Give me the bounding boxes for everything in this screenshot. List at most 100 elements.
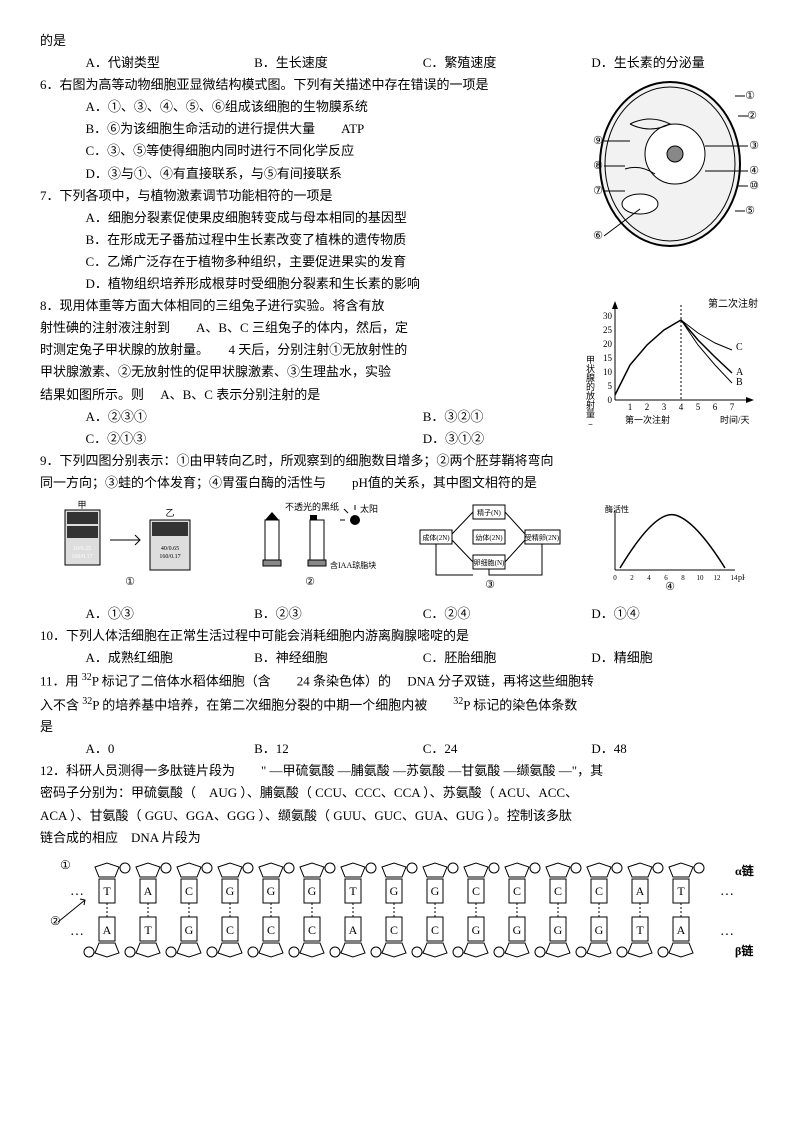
dna-top-base: C bbox=[513, 884, 521, 898]
q5-opt-b: B．生长速度 bbox=[254, 52, 423, 74]
dna-bottom-base: G bbox=[185, 923, 194, 937]
g-ann: 第二次注射 bbox=[708, 297, 758, 310]
dna-top-base: G bbox=[267, 884, 276, 898]
q10-opt-a: A．成熟红细胞 bbox=[86, 647, 255, 669]
q11-sup2: 32 bbox=[82, 696, 92, 707]
f3-n6: 幼体(2N) bbox=[475, 533, 503, 542]
q11-stem-2: 入不含 32P 的培养基中培养，在第二次细胞分裂的中期一个细胞内被 32P 标记… bbox=[40, 693, 760, 716]
q9-fig1: 甲 10/0.25 160/0.17 乙 40/0.65 160/0.17 ① bbox=[40, 500, 220, 597]
g-series-b: B bbox=[736, 377, 743, 388]
q9-stem-2: 同一方向；③蛙的个体发育；④胃蛋白酶的活性与 pH值的关系，其中图文相符的是 bbox=[40, 472, 760, 494]
g-x5: 5 bbox=[696, 402, 701, 412]
g-y0: 0 bbox=[608, 395, 613, 405]
f1-yi: 乙 bbox=[165, 508, 174, 518]
q6-lbl-3: ③ bbox=[749, 140, 759, 152]
q9-fig2: 不透光的黑纸 太阳 含IAA琼脂块 ② bbox=[220, 500, 400, 597]
q6-lbl-9: ⑨ bbox=[593, 135, 603, 147]
q8-opt-c: C．②①③ bbox=[86, 428, 423, 450]
dna-beta: β链 bbox=[735, 943, 754, 958]
q11-sup3: 32 bbox=[453, 696, 463, 707]
dna-top-base: C bbox=[595, 884, 603, 898]
dna-bottom-base: A bbox=[349, 923, 358, 937]
q5-options: A．代谢类型 B．生长速度 C．繁殖速度 D．生长素的分泌量 bbox=[40, 52, 760, 74]
g-y3: 15 bbox=[603, 353, 613, 363]
q11-opt-a: A．0 bbox=[86, 738, 255, 760]
dna-bottom-base: C bbox=[267, 923, 275, 937]
q6-lbl-5: ⑤ bbox=[745, 205, 755, 217]
f1-n2: 160/0.17 bbox=[71, 554, 92, 560]
q6-lbl-2: ② bbox=[747, 110, 757, 122]
f2-iaa: 含IAA琼脂块 bbox=[330, 560, 376, 570]
dna-top-base: G bbox=[308, 884, 317, 898]
q11-s1a: 11．用 bbox=[40, 674, 82, 689]
f4-x6: 12 bbox=[714, 574, 722, 582]
f3-n4: 成体(2N) bbox=[422, 533, 450, 542]
f4-lbl: ④ bbox=[665, 581, 675, 590]
q5-opt-c: C．繁殖速度 bbox=[423, 52, 592, 74]
g-x2: 2 bbox=[645, 402, 650, 412]
dna-top-base: C bbox=[185, 884, 193, 898]
q12-stem-2: 密码子分别为：甲硫氨酸（ AUG ）、脯氨酸（ CCU、CCC、CCA ）、苏氨… bbox=[40, 782, 760, 804]
q8-opt-d: D．③①② bbox=[423, 428, 760, 450]
q9-options: A．①③ B．②③ C．②④ D．①④ bbox=[40, 603, 760, 625]
q7-opt-c: C．乙烯广泛存在于植物多种组织，主要促进果实的发育 bbox=[40, 251, 760, 273]
dna-bottom-base: A bbox=[677, 923, 686, 937]
dna-top-base: T bbox=[103, 884, 111, 898]
dna-top-base: G bbox=[431, 884, 440, 898]
g-series-c: C bbox=[736, 342, 743, 353]
q8-options-row2: C．②①③ D．③①② bbox=[40, 428, 760, 450]
q9-fig3: 成体(2N) 精子(N) 卵细胞(N) 受精卵(2N) 幼体(2N) ③ bbox=[400, 500, 580, 597]
g-x6: 6 bbox=[713, 402, 718, 412]
f1-n4: 160/0.17 bbox=[159, 554, 180, 560]
f2-paper: 不透光的黑纸 bbox=[285, 501, 339, 512]
dna-m1: ① bbox=[60, 858, 71, 872]
dna-bottom-base: C bbox=[308, 923, 316, 937]
f3-lbl: ③ bbox=[485, 579, 495, 590]
dna-bottom-base: C bbox=[390, 923, 398, 937]
f2-lbl: ② bbox=[305, 576, 315, 588]
q6-lbl-1: ① bbox=[745, 90, 755, 102]
dna-top-base: G bbox=[226, 884, 235, 898]
f2-sun: 太阳 bbox=[360, 503, 378, 514]
g-y5: 25 bbox=[603, 325, 613, 335]
f4-x1: 2 bbox=[630, 574, 634, 582]
g-y6: 30 bbox=[603, 311, 613, 321]
g-x3: 3 bbox=[662, 402, 667, 412]
q9-figures: 甲 10/0.25 160/0.17 乙 40/0.65 160/0.17 ① … bbox=[40, 500, 760, 597]
f4-xl: pH bbox=[738, 573, 745, 582]
q11-s2c: P 标记的染色体条数 bbox=[463, 697, 577, 712]
q12-stem-1: 12．科研人员测得一多肽链片段为 " —甲硫氨酸 —脯氨酸 —苏氨酸 —甘氨酸 … bbox=[40, 760, 760, 782]
g-xr: 时间/天 bbox=[720, 414, 750, 425]
q6-lbl-8: ⑧ bbox=[593, 160, 603, 172]
q11-stem-1: 11．用 32P 标记了二倍体水稻体细胞（含 24 条染色体）的 DNA 分子双… bbox=[40, 669, 760, 692]
q11-s2a: 入不含 bbox=[40, 697, 82, 712]
q9-opt-a: A．①③ bbox=[86, 603, 255, 625]
dna-bottom-base: G bbox=[472, 923, 481, 937]
q9-opt-b: B．②③ bbox=[254, 603, 423, 625]
q11-opt-c: C．24 bbox=[423, 738, 592, 760]
f1-lbl: ① bbox=[125, 576, 135, 588]
dna-bottom-base: T bbox=[636, 923, 644, 937]
dna-top-base: C bbox=[554, 884, 562, 898]
g-x4: 4 bbox=[679, 402, 684, 412]
q5-opt-a: A．代谢类型 bbox=[86, 52, 255, 74]
dna-top-base: A bbox=[144, 884, 153, 898]
dna-top-base: T bbox=[677, 884, 685, 898]
f4-x4: 8 bbox=[681, 574, 685, 582]
f4-yl: 酶活性 bbox=[605, 504, 629, 514]
g-x7: 7 bbox=[730, 402, 735, 412]
q8-graph: 0 5 10 15 20 25 30 1 2 3 4 5 6 7 C A bbox=[580, 295, 760, 425]
q11-opt-b: B．12 bbox=[254, 738, 423, 760]
q9-opt-d: D．①④ bbox=[591, 603, 760, 625]
q5-opt-d: D．生长素的分泌量 bbox=[591, 52, 760, 74]
q6-cell-figure: ① ② ③ ④ ⑤ ⑥ ⑦ ⑧ ⑨ ⑩ bbox=[590, 74, 760, 254]
dna-bottom-base: C bbox=[226, 923, 234, 937]
q8-opt-a: A．②③① bbox=[86, 406, 423, 428]
g-y1: 5 bbox=[608, 381, 613, 391]
dna-top-base: G bbox=[390, 884, 399, 898]
dna-bottom-base: G bbox=[513, 923, 522, 937]
dna-ell3: … bbox=[70, 884, 84, 899]
g-x1: 1 bbox=[628, 402, 633, 412]
dna-top-base: T bbox=[349, 884, 357, 898]
f3-n2: 卵细胞(N) bbox=[474, 558, 505, 567]
